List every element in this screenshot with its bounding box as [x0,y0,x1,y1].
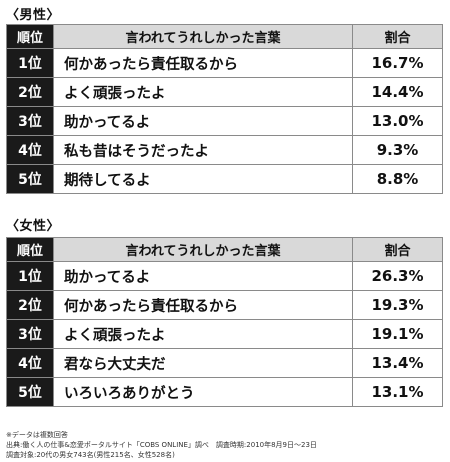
phrase-header: 言われてうれしかった言葉 [53,24,353,49]
phrase-cell: 私も昔はそうだったよ [53,135,353,165]
percentage-header: 割合 [352,24,443,49]
phrase-cell: 助かってるよ [53,106,353,136]
phrase-cell: 何かあったら責任取るから [53,48,353,78]
female-ranking-table: 順位 言われてうれしかった言葉 割合 1位 助かってるよ 26.3% 2位 何か… [6,237,443,407]
footnotes: ※データは複数回答 出典:働く人の仕事&恋愛ポータルサイト「COBS ONLIN… [6,430,317,460]
table-row: 1位 助かってるよ 26.3% [6,261,443,291]
rank-cell: 4位 [6,135,54,165]
percentage-cell: 19.1% [352,319,443,349]
table-row: 2位 よく頑張ったよ 14.4% [6,77,443,107]
percentage-cell: 14.4% [352,77,443,107]
percentage-cell: 13.4% [352,348,443,378]
phrase-cell: 助かってるよ [53,261,353,291]
rank-cell: 1位 [6,261,54,291]
table-row: 5位 いろいろありがとう 13.1% [6,377,443,407]
rank-cell: 4位 [6,348,54,378]
rank-cell: 2位 [6,290,54,320]
table-row: 3位 助かってるよ 13.0% [6,106,443,136]
phrase-cell: よく頑張ったよ [53,77,353,107]
rank-cell: 5位 [6,377,54,407]
percentage-cell: 13.0% [352,106,443,136]
phrase-cell: 期待してるよ [53,164,353,194]
phrase-cell: いろいろありがとう [53,377,353,407]
table-row: 4位 私も昔はそうだったよ 9.3% [6,135,443,165]
phrase-cell: 君なら大丈夫だ [53,348,353,378]
percentage-cell: 19.3% [352,290,443,320]
rank-cell: 3位 [6,106,54,136]
table-row: 3位 よく頑張ったよ 19.1% [6,319,443,349]
rank-cell: 1位 [6,48,54,78]
rank-header: 順位 [6,237,54,262]
male-ranking-table: 順位 言われてうれしかった言葉 割合 1位 何かあったら責任取るから 16.7%… [6,24,443,194]
footnote-source: 出典:働く人の仕事&恋愛ポータルサイト「COBS ONLINE」調べ 調査時期:… [6,441,317,449]
rank-cell: 3位 [6,319,54,349]
table-header-row: 順位 言われてうれしかった言葉 割合 [6,237,443,262]
female-section-title: 〈女性〉 [6,219,61,234]
table-row: 4位 君なら大丈夫だ 13.4% [6,348,443,378]
percentage-cell: 13.1% [352,377,443,407]
rank-cell: 5位 [6,164,54,194]
table-header-row: 順位 言われてうれしかった言葉 割合 [6,24,443,49]
table-row: 1位 何かあったら責任取るから 16.7% [6,48,443,78]
phrase-header: 言われてうれしかった言葉 [53,237,353,262]
footnote-survey-target: 調査対象:20代の男女743名(男性215名、女性528名) [6,451,175,459]
table-row: 2位 何かあったら責任取るから 19.3% [6,290,443,320]
percentage-cell: 26.3% [352,261,443,291]
percentage-header: 割合 [352,237,443,262]
phrase-cell: よく頑張ったよ [53,319,353,349]
percentage-cell: 8.8% [352,164,443,194]
table-row: 5位 期待してるよ 8.8% [6,164,443,194]
phrase-cell: 何かあったら責任取るから [53,290,353,320]
rank-cell: 2位 [6,77,54,107]
footnote-multiple-answers: ※データは複数回答 [6,431,68,439]
male-section-title: 〈男性〉 [6,8,61,23]
rank-header: 順位 [6,24,54,49]
percentage-cell: 9.3% [352,135,443,165]
percentage-cell: 16.7% [352,48,443,78]
